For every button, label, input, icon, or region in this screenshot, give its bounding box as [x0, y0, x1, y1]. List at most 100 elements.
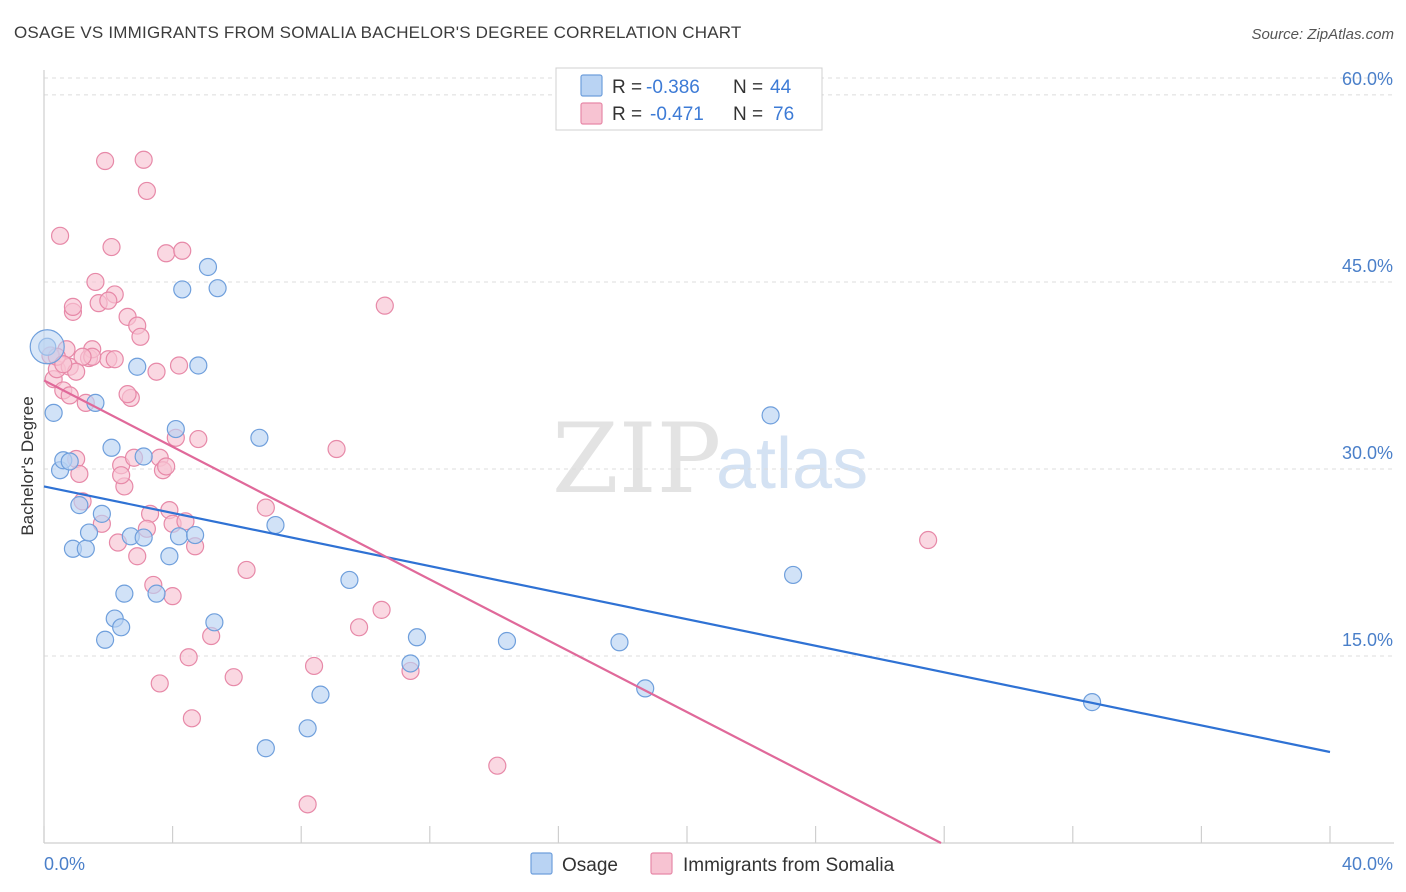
somalia-point: [137, 181, 156, 201]
somalia-point: [182, 709, 201, 728]
osage-point: [407, 628, 427, 647]
osage-point: [79, 523, 99, 542]
osage-point: [92, 504, 111, 523]
osage-point: [166, 419, 185, 439]
somalia-point: [73, 347, 92, 366]
source-label: Source: ZipAtlas.com: [1251, 26, 1394, 43]
somalia-point: [128, 547, 147, 566]
y-axis-label: Bachelor's Degree: [18, 396, 37, 535]
somalia-point: [919, 530, 938, 550]
osage-point: [250, 428, 269, 447]
stats-legend-swatch-osage: [580, 74, 603, 97]
somalia-point: [298, 795, 317, 814]
somalia-point: [224, 668, 243, 687]
somalia-point: [150, 674, 169, 693]
somalia-point: [163, 587, 182, 606]
somalia-point: [95, 151, 115, 171]
somalia-point: [179, 648, 198, 667]
somalia-point: [147, 362, 166, 381]
stats-legend-n-value: 76: [773, 104, 794, 125]
osage-point: [76, 539, 95, 558]
somalia-point: [99, 291, 118, 310]
stats-legend-n-value: 44: [770, 77, 792, 98]
osage-point: [783, 565, 803, 585]
somalia-point: [157, 457, 176, 476]
y-tick-label: 60.0%: [1342, 69, 1393, 89]
somalia-point: [134, 150, 153, 169]
osage-point: [95, 630, 115, 649]
osage-point: [256, 739, 275, 758]
somalia-point: [86, 272, 105, 292]
osage-point: [208, 279, 227, 298]
osage-point: [102, 438, 121, 457]
somalia-point: [349, 618, 369, 637]
osage-point: [169, 527, 189, 546]
somalia-point: [50, 226, 70, 245]
series-legend-swatch-somalia: [650, 852, 673, 875]
tick-labels: 15.0% 30.0% 45.0% 60.0% 0.0% 40.0%: [44, 69, 1393, 874]
somalia-point: [173, 241, 192, 260]
series-legend-label-somalia: Immigrants from Somalia: [683, 855, 895, 876]
somalia-point: [118, 385, 137, 404]
osage-trend-line: [43, 485, 1331, 754]
osage-point: [115, 584, 134, 603]
stats-legend-n-label: N =: [733, 77, 763, 98]
trend-lines: [43, 379, 1331, 844]
stats-legend-r-label: R =: [612, 77, 642, 98]
somalia-point: [54, 355, 73, 374]
osage-point: [761, 406, 780, 425]
osage-point: [160, 547, 179, 566]
chart-title: OSAGE VS IMMIGRANTS FROM SOMALIA BACHELO…: [14, 23, 742, 42]
x-tick-label: 0.0%: [44, 854, 85, 874]
somalia-point: [372, 600, 391, 619]
osage-point: [298, 719, 317, 738]
y-tick-label: 45.0%: [1342, 256, 1393, 276]
series-legend-swatch-osage: [530, 852, 553, 875]
watermark: ZIP atlas: [552, 403, 868, 515]
osage-point: [189, 356, 208, 375]
osage-point: [70, 496, 89, 515]
somalia-point: [102, 237, 121, 257]
stats-legend: R = -0.386 N = 44 R = -0.471 N = 76: [555, 67, 823, 131]
osage-point: [173, 280, 192, 299]
y-tick-label: 30.0%: [1342, 443, 1393, 463]
osage-point: [340, 570, 359, 590]
y-tick-label: 15.0%: [1342, 630, 1393, 650]
somalia-point: [237, 560, 256, 580]
somalia-trend-line: [43, 379, 942, 844]
stats-legend-swatch-somalia: [580, 102, 603, 125]
axes: [43, 70, 1394, 844]
osage-point: [401, 654, 420, 673]
osage-point: [134, 528, 153, 547]
osage-point: [147, 584, 166, 603]
stats-legend-r-label: R =: [612, 104, 642, 125]
osage-point: [60, 452, 79, 471]
somalia-point: [327, 439, 346, 459]
somalia-point: [375, 296, 394, 315]
series-legend: Osage Immigrants from Somalia: [530, 852, 895, 876]
osage-point: [266, 515, 285, 535]
series-legend-label-osage: Osage: [562, 855, 618, 876]
somalia-point: [63, 297, 83, 316]
somalia-point: [488, 756, 507, 775]
osage-point: [497, 631, 517, 651]
osage-point: [29, 329, 65, 365]
osage-point: [311, 685, 330, 704]
somalia-point: [112, 466, 131, 485]
somalia-point: [70, 464, 89, 484]
somalia-point: [169, 356, 189, 375]
osage-point: [610, 633, 629, 652]
somalia-point: [256, 498, 275, 517]
somalia-point: [189, 429, 208, 449]
osage-point: [134, 447, 153, 466]
somalia-point: [131, 327, 150, 346]
osage-point: [44, 403, 63, 422]
somalia-point: [105, 350, 124, 369]
watermark-atlas: atlas: [716, 424, 868, 504]
osage-point: [112, 618, 131, 637]
osage-point: [186, 525, 205, 545]
stats-legend-n-label: N =: [733, 104, 763, 125]
x-tick-label: 40.0%: [1342, 854, 1393, 874]
osage-point: [198, 257, 218, 277]
